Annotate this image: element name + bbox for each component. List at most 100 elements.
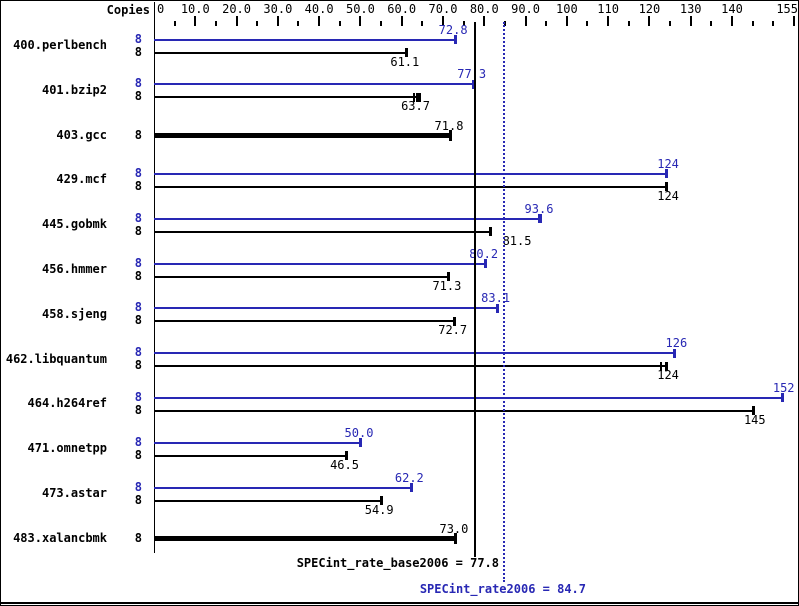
axis-major-tick	[607, 16, 610, 26]
axis-tick-label: 40.0	[304, 2, 334, 16]
axis-minor-tick	[586, 21, 589, 26]
bar-end-cap	[664, 182, 668, 192]
copies-header-label: Copies	[106, 3, 150, 17]
bar-end-cap	[453, 35, 457, 44]
peak-bar	[154, 262, 486, 265]
run-mark	[659, 361, 662, 371]
copies-label: 8	[134, 492, 142, 507]
axis-tick-label: 10.0	[180, 2, 210, 16]
axis-major-tick	[483, 16, 486, 26]
bottom-rule	[1, 602, 798, 604]
bar-end-cap	[664, 361, 668, 371]
base-bar	[154, 454, 346, 457]
peak-bar	[154, 83, 474, 86]
copies-label: 8	[134, 479, 142, 494]
axis-tick-label: 60.0	[387, 2, 417, 16]
copies-label: 8	[134, 300, 142, 315]
bar-end-cap	[409, 483, 413, 492]
copies-label: 8	[134, 127, 142, 142]
bar-end-cap	[539, 214, 543, 224]
copies-label: 8	[134, 389, 142, 404]
copies-label: 8	[134, 210, 142, 225]
axis-tick-label: 0	[157, 2, 165, 16]
benchmark-label: 473.astar	[41, 486, 107, 500]
benchmark-label: 464.h264ref	[27, 396, 107, 411]
bar-end-cap	[449, 130, 453, 142]
axis-minor-tick	[297, 21, 300, 26]
base-value-label: 46.5	[330, 457, 359, 472]
axis-major-tick	[359, 16, 362, 26]
base-bar	[154, 536, 456, 542]
bar-end-cap	[454, 533, 458, 545]
copies-label: 8	[134, 345, 142, 360]
axis-major-tick	[441, 16, 444, 26]
peak-value-label: 152	[772, 380, 795, 395]
base-bar	[154, 96, 417, 99]
peak-value-label: 77.3	[457, 67, 487, 82]
copies-label: 8	[134, 31, 142, 46]
base-value-label: 71.3	[432, 278, 462, 293]
axis-minor-tick	[173, 21, 176, 26]
copies-label: 8	[134, 178, 142, 193]
axis-major-tick	[565, 16, 568, 26]
base-value-label: 72.7	[438, 323, 468, 338]
axis-minor-tick	[669, 21, 672, 26]
bar-end-cap	[415, 92, 419, 102]
base-value-label: 54.9	[364, 502, 394, 517]
axis-minor-tick	[772, 21, 775, 26]
benchmark-label: 471.omnetpp	[27, 441, 107, 456]
axis-major-tick	[235, 16, 238, 26]
peak-result-label: SPECint_rate2006 = 84.7	[419, 582, 586, 596]
axis-minor-tick	[545, 21, 548, 26]
axis-tick-label: 50.0	[345, 2, 375, 16]
copies-label: 8	[134, 402, 142, 417]
peak-value-label: 126	[665, 336, 688, 351]
benchmark-label: 401.bzip2	[41, 82, 107, 97]
axis-minor-tick	[462, 21, 465, 26]
axis-major-tick	[689, 16, 692, 26]
peak-bar	[154, 396, 782, 399]
axis-minor-tick	[503, 21, 506, 26]
bar-end-cap	[484, 259, 488, 268]
axis-tick-label: 30.0	[263, 2, 293, 16]
bar-end-cap	[453, 316, 457, 326]
base-value-label: 71.8	[434, 118, 464, 133]
base-bar	[154, 275, 449, 278]
axis-tick-label: 90.0	[511, 2, 541, 16]
axis-minor-tick	[214, 21, 217, 26]
peak-bar	[154, 486, 411, 489]
bar-end-cap	[496, 303, 500, 313]
bar-end-cap	[379, 496, 383, 505]
peak-bar	[154, 307, 498, 310]
axis-minor-tick	[256, 21, 259, 26]
axis-tick-label: 130	[679, 2, 702, 16]
base-value-label: 63.7	[401, 99, 430, 114]
benchmark-label: 400.perlbench	[13, 38, 107, 52]
peak-value-label: 72.8	[438, 22, 468, 37]
base-bar	[154, 409, 753, 412]
peak-bar	[154, 352, 675, 355]
base-result-label: SPECint_rate_base2006 = 77.8	[296, 556, 499, 570]
peak-value-label: 50.0	[344, 425, 374, 440]
copies-label: 8	[134, 255, 142, 270]
axis-minor-tick	[627, 21, 630, 26]
peak-bar	[154, 38, 455, 41]
base-value-label: 81.5	[502, 233, 532, 248]
copies-label: 8	[134, 447, 142, 462]
copies-label: 8	[134, 89, 142, 104]
bar-end-cap	[673, 348, 677, 358]
axis-major-tick	[792, 16, 795, 26]
base-bar	[154, 499, 381, 502]
benchmark-label: 456.hmmer	[41, 262, 107, 276]
base-value-label: 73.0	[439, 521, 469, 536]
copies-label: 8	[134, 358, 142, 373]
axis-minor-tick	[710, 21, 713, 26]
bar-end-cap	[751, 406, 755, 416]
run-mark	[537, 214, 540, 224]
copies-label: 8	[134, 76, 142, 91]
benchmark-label: 458.sjeng	[41, 306, 107, 321]
base-bar	[154, 320, 455, 323]
benchmark-label: 445.gobmk	[41, 217, 107, 232]
base-value-label: 145	[743, 412, 766, 427]
